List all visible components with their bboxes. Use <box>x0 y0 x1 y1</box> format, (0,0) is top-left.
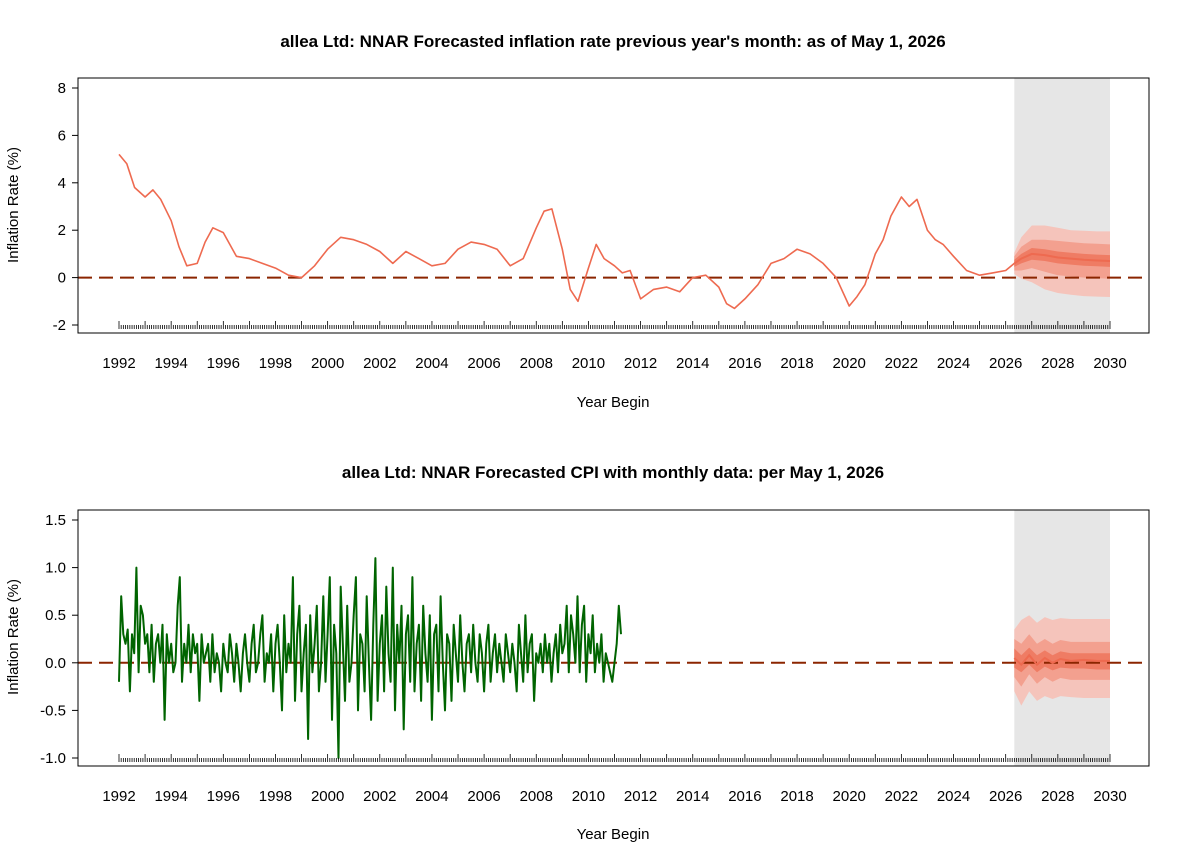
chart-panel-inflation-rate: allea Ltd: NNAR Forecasted inflation rat… <box>5 32 1150 411</box>
x-tick-label: 1992 <box>102 788 135 805</box>
series-line <box>118 557 622 759</box>
x-tick-label: 2004 <box>415 355 448 372</box>
x-tick-label: 2014 <box>676 355 709 372</box>
x-tick-label: 1998 <box>259 355 292 372</box>
x-tick-label: 2024 <box>937 355 970 372</box>
x-tick-label: 2020 <box>833 355 866 372</box>
x-tick-label: 2016 <box>728 355 761 372</box>
x-tick-label: 2024 <box>937 788 970 805</box>
y-tick-label: 6 <box>58 127 66 144</box>
x-tick-label: 2018 <box>780 788 813 805</box>
y-tick-label: -1.0 <box>40 750 66 767</box>
x-tick-label: 2010 <box>572 788 605 805</box>
y-tick-label: -2 <box>53 317 66 334</box>
x-tick-label: 2012 <box>624 355 657 372</box>
plot-frame <box>77 77 1150 334</box>
x-tick-label: 1998 <box>259 788 292 805</box>
x-tick-label: 2002 <box>363 355 396 372</box>
forecast-mean-line <box>1013 252 1111 265</box>
y-tick-label: 4 <box>58 175 66 192</box>
x-tick-label: 1996 <box>207 355 240 372</box>
x-tick-label: 2006 <box>467 355 500 372</box>
y-tick-label: 0.0 <box>45 655 66 672</box>
x-tick-label: 2030 <box>1093 788 1126 805</box>
x-tick-label: 2026 <box>989 788 1022 805</box>
y-tick-label: 1.5 <box>45 512 66 529</box>
y-tick-label: 0.5 <box>45 607 66 624</box>
chart-title: allea Ltd: NNAR Forecasted inflation rat… <box>280 32 945 51</box>
x-axis-label: Year Begin <box>577 394 650 411</box>
x-tick-label: 1992 <box>102 355 135 372</box>
x-tick-label: 2028 <box>1041 788 1074 805</box>
x-tick-label: 2002 <box>363 788 396 805</box>
x-tick-label: 2026 <box>989 355 1022 372</box>
x-tick-label: 2022 <box>885 788 918 805</box>
x-tick-label: 2018 <box>780 355 813 372</box>
series-line <box>118 153 1015 310</box>
chart-title: allea Ltd: NNAR Forecasted CPI with mont… <box>342 463 884 482</box>
x-tick-label: 2016 <box>728 788 761 805</box>
x-tick-label: 2020 <box>833 788 866 805</box>
x-tick-label: 2028 <box>1041 355 1074 372</box>
forecast-mean-line <box>1013 653 1110 667</box>
y-tick-label: 1.0 <box>45 560 66 577</box>
x-tick-label: 2000 <box>311 788 344 805</box>
y-axis-label: Inflation Rate (%) <box>5 579 22 695</box>
y-tick-label: 0 <box>58 270 66 287</box>
x-tick-label: 2004 <box>415 788 448 805</box>
x-tick-label: 2012 <box>624 788 657 805</box>
plot-frame <box>77 509 1150 767</box>
y-tick-label: 8 <box>58 80 66 97</box>
x-axis-label: Year Begin <box>577 826 650 843</box>
x-tick-label: 2006 <box>467 788 500 805</box>
chart-panel-cpi-monthly: allea Ltd: NNAR Forecasted CPI with mont… <box>5 463 1150 843</box>
x-tick-label: 2022 <box>885 355 918 372</box>
x-tick-label: 2010 <box>572 355 605 372</box>
x-tick-label: 2008 <box>520 355 553 372</box>
y-tick-label: 2 <box>58 222 66 239</box>
y-tick-label: -0.5 <box>40 702 66 719</box>
x-tick-label: 1994 <box>154 355 187 372</box>
x-tick-label: 2008 <box>520 788 553 805</box>
x-tick-label: 2000 <box>311 355 344 372</box>
x-tick-label: 2030 <box>1093 355 1126 372</box>
x-tick-label: 1996 <box>207 788 240 805</box>
y-axis-label: Inflation Rate (%) <box>5 147 22 263</box>
x-tick-label: 2014 <box>676 788 709 805</box>
x-tick-label: 1994 <box>154 788 187 805</box>
